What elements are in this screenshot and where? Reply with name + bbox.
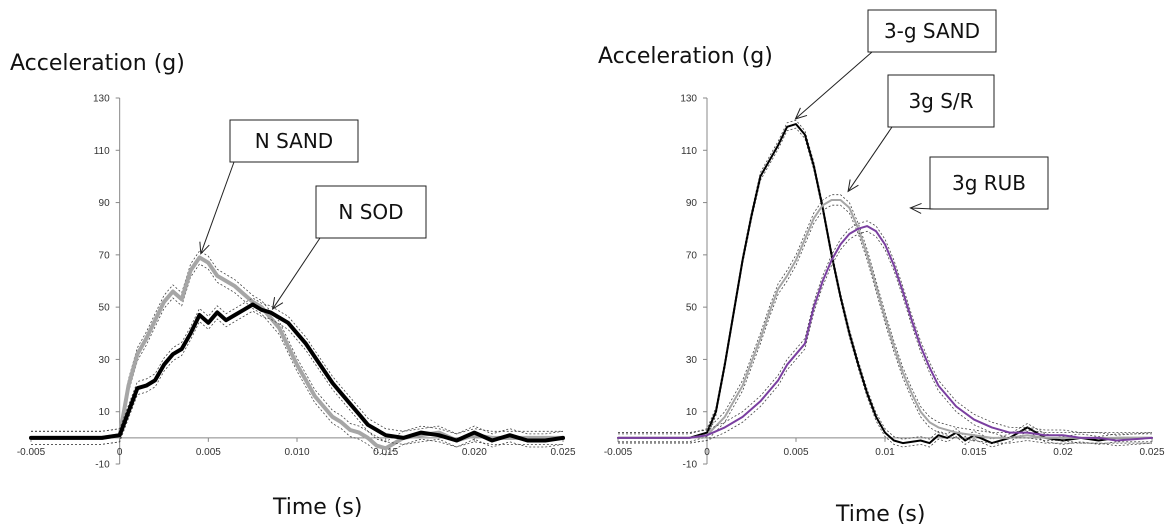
- annotation-label: 3g S/R: [908, 89, 973, 113]
- y-tick-label: 70: [99, 250, 111, 261]
- series-3g-s-r-line: [617, 199, 1153, 439]
- y-tick-label: 50: [686, 303, 698, 314]
- series-right: [617, 119, 1153, 448]
- annotation-box: [315, 185, 427, 239]
- x-tick-label: 0.005: [783, 447, 808, 458]
- annotations-right: 3-g SAND 3g S/R 3g RUB: [794, 9, 1049, 214]
- series-n-sand-band-lower: [31, 263, 563, 456]
- x-tick-label: 0.02: [1053, 447, 1073, 458]
- y-tick-label: 90: [686, 198, 698, 209]
- annotation-box: [929, 156, 1049, 210]
- annotations-left: N SAND N SOD: [199, 119, 427, 311]
- annotation-arrow-line: [795, 51, 873, 120]
- series-3g-rub-band-upper: [618, 220, 1153, 436]
- y-axis-label-left: Acceleration (g): [10, 51, 185, 76]
- series-3g-rub-line: [617, 225, 1153, 442]
- annotation-arrow-head: [794, 107, 808, 120]
- annotation-box: [229, 119, 359, 163]
- x-tick-label: 0.010: [284, 447, 309, 458]
- series-3g-s-r-band-lower: [618, 204, 1152, 444]
- annotation-arrow-line: [200, 161, 235, 254]
- x-tick-label: 0.025: [1139, 447, 1164, 458]
- chart-right: -10 10 30 50 70 90 110 130 -0.005 0 0.005 0.01 0.015…: [598, 9, 1165, 527]
- annotation-3g-s-r: 3g S/R: [847, 74, 995, 193]
- y-tick-label: -10: [683, 460, 698, 471]
- y-tick-label: 110: [681, 146, 697, 157]
- y-tick-label: 70: [686, 250, 698, 261]
- series-n-sand-band-upper: [31, 250, 563, 443]
- x-tick-label: 0: [117, 447, 123, 458]
- annotation-n-sand: N SAND: [199, 119, 359, 255]
- annotation-3g-rub: 3g RUB: [909, 156, 1049, 214]
- x-tick-label: 0: [704, 447, 710, 458]
- x-tick-label: -0.005: [17, 447, 46, 458]
- annotation-arrow-line: [272, 237, 321, 310]
- axes-left: -10 10 30 50 70 90 110 130 -0.005 0 0.005 0.010 0.01…: [17, 94, 576, 471]
- series-3-g-sand-line: [617, 123, 1153, 445]
- series-3g-rub-band-lower: [618, 230, 1153, 447]
- annotation-label: 3-g SAND: [884, 19, 980, 43]
- series-left: [29, 250, 565, 456]
- annotation-label: 3g RUB: [952, 171, 1026, 195]
- y-tick-label: 90: [99, 198, 111, 209]
- series-n-sod-band-upper: [31, 297, 564, 435]
- x-tick-label: 0.025: [550, 447, 575, 458]
- annotation-label: N SOD: [338, 200, 403, 224]
- x-axis-label-left: Time (s): [272, 495, 362, 520]
- axes-right: -10 10 30 50 70 90 110 130 -0.005 0 0.005 0.01 0.015…: [604, 94, 1165, 471]
- y-tick-label: 110: [94, 146, 110, 157]
- y-tick-label: 130: [93, 94, 110, 105]
- x-axis-label-right: Time (s): [835, 502, 925, 527]
- annotation-arrow-head: [909, 202, 922, 214]
- y-tick-label: 10: [99, 407, 111, 418]
- annotation-arrow-line: [910, 207, 935, 210]
- y-tick-label: 10: [686, 407, 698, 418]
- chart-left: -10 10 30 50 70 90 110 130 -0.005 0 0.005 0.010 0.01…: [10, 51, 576, 520]
- annotation-n-sod: N SOD: [271, 185, 427, 311]
- annotation-label: N SAND: [255, 129, 333, 153]
- annotation-box: [867, 9, 997, 53]
- series-3g-s-r-band-upper: [618, 194, 1152, 433]
- y-tick-label: 30: [99, 355, 111, 366]
- annotation-3-g-sand: 3-g SAND: [794, 9, 997, 120]
- y-tick-label: -10: [95, 460, 110, 471]
- series-3-g-sand-band-upper: [618, 119, 1152, 440]
- annotation-arrow-line: [847, 126, 893, 192]
- series-n-sod-line: [29, 302, 565, 443]
- x-tick-label: 0.015: [373, 447, 398, 458]
- x-tick-label: 0.015: [961, 447, 986, 458]
- series-n-sod-band-lower: [31, 310, 564, 448]
- series-3-g-sand-band-lower: [618, 127, 1152, 448]
- x-tick-label: 0.020: [462, 447, 487, 458]
- annotation-arrow-head: [847, 179, 859, 193]
- annotation-arrow-head: [199, 241, 210, 255]
- annotation-box: [887, 74, 995, 128]
- x-tick-label: 0.005: [196, 447, 221, 458]
- y-tick-label: 30: [686, 355, 698, 366]
- y-tick-label: 50: [99, 303, 111, 314]
- x-tick-label: 0.01: [875, 447, 895, 458]
- annotation-arrow-head: [271, 297, 284, 311]
- x-tick-label: -0.005: [604, 447, 633, 458]
- series-n-sand-line: [29, 255, 565, 451]
- y-axis-label-right: Acceleration (g): [598, 44, 773, 69]
- y-tick-label: 130: [680, 94, 697, 105]
